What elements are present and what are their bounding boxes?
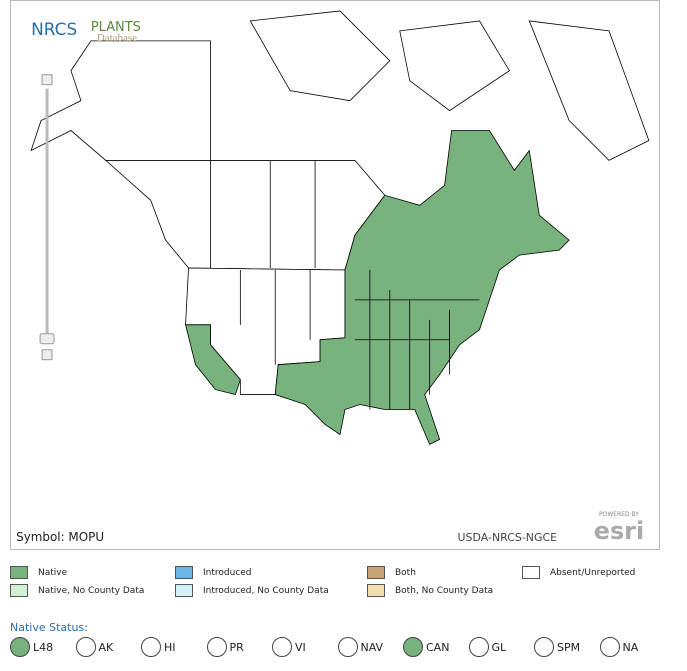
borders	[210, 160, 480, 410]
land	[30, 10, 650, 445]
legend-label: Both, No County Data	[395, 586, 494, 596]
radio-label: CAN	[426, 641, 450, 654]
radio-button[interactable]	[206, 637, 227, 657]
legend-label: Native	[38, 568, 68, 578]
radio-button[interactable]	[141, 637, 161, 657]
radio-button[interactable]	[272, 637, 292, 657]
radio-button[interactable]	[337, 637, 358, 657]
legend-label: Native, No County Data	[38, 586, 145, 596]
legend-swatch	[10, 566, 28, 579]
legend-swatch	[10, 584, 28, 597]
legend-label: Both	[395, 568, 416, 578]
radio-button[interactable]	[468, 637, 489, 657]
radio-button[interactable]	[403, 637, 423, 657]
radio-label: AK	[98, 641, 114, 654]
radio-label: SPM	[557, 641, 581, 654]
radio-button[interactable]	[75, 637, 96, 657]
map[interactable]: Symbol: MOPU USDA-NRCS-NGCE POWERED BY e…	[10, 0, 660, 550]
radio-label: PR	[229, 641, 244, 654]
legend-label: Introduced	[203, 568, 252, 578]
zoom-slider[interactable]	[39, 74, 55, 361]
radio-label: GL	[491, 641, 507, 654]
radio-button[interactable]	[10, 637, 30, 657]
radio-button[interactable]	[599, 637, 620, 657]
legend-label: Introduced, No County Data	[203, 586, 329, 596]
radio-button[interactable]	[534, 637, 554, 657]
radio-label: HI	[164, 641, 176, 654]
esri-logo: esri	[594, 517, 644, 545]
legend-swatch	[367, 584, 385, 597]
legend-swatch	[367, 566, 385, 579]
plants-logo: PLANTS	[91, 20, 141, 35]
radio-label: L48	[33, 641, 54, 654]
radio-label: VI	[295, 641, 306, 654]
nrcs-logo: NRCS	[31, 19, 77, 39]
database-logo: Database	[97, 32, 137, 44]
alaska	[30, 40, 211, 161]
legend-swatch	[175, 584, 193, 597]
radio-label: NAV	[360, 641, 384, 654]
legend-swatch	[522, 566, 540, 579]
california	[185, 324, 241, 396]
symbol-label: Symbol: MOPU	[16, 530, 104, 544]
arctic-islands	[249, 10, 650, 161]
credit: USDA-NRCS-NGCE	[458, 531, 558, 544]
esri-powered: POWERED BY	[599, 511, 639, 518]
status-title: Native Status:	[10, 621, 88, 634]
native-range	[274, 130, 570, 445]
legend-swatch	[175, 566, 193, 579]
legend-label: Absent/Unreported	[550, 568, 636, 578]
radio-label: NA	[622, 641, 639, 654]
